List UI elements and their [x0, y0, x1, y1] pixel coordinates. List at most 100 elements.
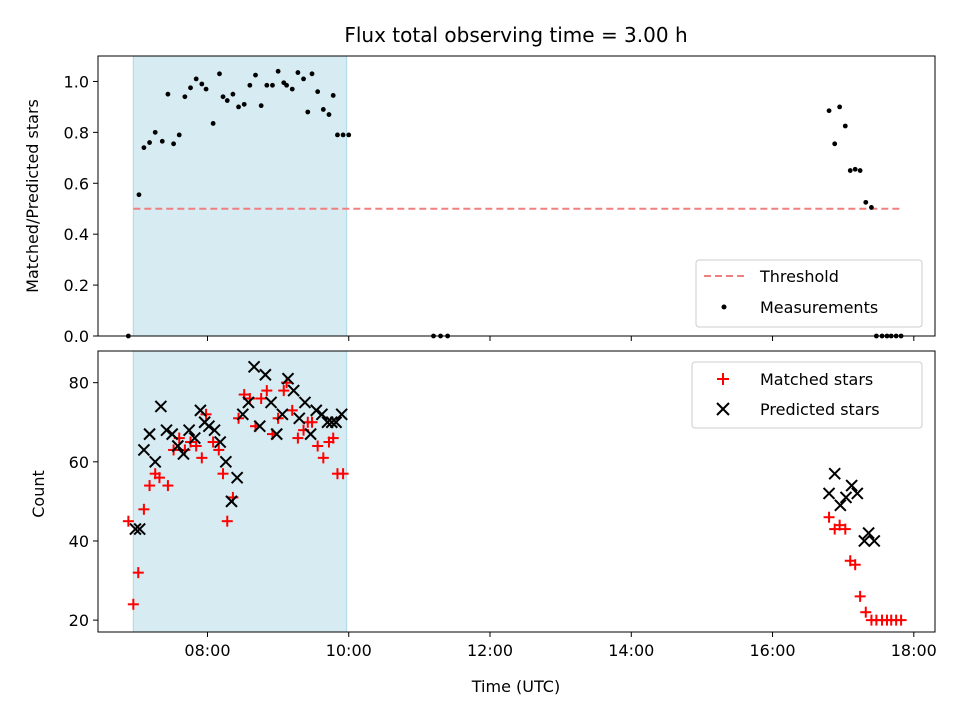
top-series-layer [125, 68, 904, 339]
matched-star-point [127, 598, 139, 610]
measurement-point [857, 168, 863, 173]
measurement-point [171, 141, 176, 147]
legend-predicted-label: Predicted stars [760, 400, 880, 419]
chart-title: Flux total observing time = 3.00 h [344, 23, 687, 47]
x-tick-label: 18:00 [891, 641, 937, 660]
predicted-star-point [270, 427, 283, 441]
matched-star-point [213, 444, 225, 456]
predicted-star-point [154, 400, 168, 413]
predicted-star-point [253, 419, 266, 433]
x-axis-label: Time (UTC) [471, 677, 560, 696]
measurement-point [253, 72, 258, 78]
measurement-point [832, 141, 838, 147]
predicted-star-point [137, 443, 151, 457]
matched-star-point [312, 440, 324, 452]
predicted-star-point [143, 427, 156, 441]
top-legend-box [695, 259, 923, 328]
measurement-point [188, 85, 193, 91]
predicted-star-point [133, 522, 146, 536]
predicted-star-point [281, 372, 295, 385]
measurement-point [258, 103, 264, 109]
measurement-point [236, 104, 241, 110]
legend-threshold-label: Threshold [759, 267, 839, 286]
top-x-ticks [206, 336, 915, 341]
predicted-star-point [177, 447, 190, 461]
matched-star-point [162, 480, 174, 492]
predicted-star-point [171, 439, 185, 453]
measurement-point [826, 108, 832, 114]
y-tick-label: 20 [69, 611, 89, 630]
measurement-point [270, 82, 275, 88]
predicted-star-point [828, 467, 841, 480]
measurement-point [863, 199, 869, 205]
predicted-star-point [259, 368, 272, 381]
x-tick-label: 16:00 [749, 641, 795, 660]
predicted-star-point [129, 522, 142, 536]
measurement-point [847, 168, 853, 173]
predicted-star-point [276, 408, 289, 421]
measurement-point [247, 82, 253, 88]
measurement-point [147, 140, 152, 145]
y-tick-label: 0.8 [64, 123, 89, 142]
x-tick-label: 10:00 [326, 641, 372, 660]
y-tick-label: 0.4 [64, 225, 89, 244]
measurement-point [295, 70, 301, 75]
predicted-star-point [310, 404, 323, 417]
predicted-star-point [188, 431, 201, 445]
predicted-star-point [165, 427, 179, 441]
predicted-star-point [213, 435, 227, 449]
predicted-star-point [287, 384, 300, 397]
predicted-star-point [858, 534, 871, 548]
predicted-star-point [182, 423, 196, 437]
matched-star-point [261, 385, 273, 397]
measurement-point [193, 76, 199, 82]
measurement-point [301, 76, 306, 82]
matched-star-point [144, 480, 156, 492]
predicted-star-point [851, 487, 864, 500]
matched-star-point [207, 436, 219, 448]
bottom-axes-frame [97, 350, 936, 633]
measurement-point [230, 91, 236, 97]
measurement-point [346, 132, 352, 138]
legend-measurements-swatch [721, 304, 727, 310]
measurement-point [176, 132, 182, 138]
measurement-point [320, 107, 326, 112]
matched-star-point [153, 472, 165, 484]
measurement-point [275, 68, 281, 74]
observing-window-bottom [132, 350, 348, 633]
matched-star-point [327, 432, 339, 444]
measurement-point [210, 121, 216, 126]
predicted-star-point [834, 499, 847, 512]
matched-star-point [196, 452, 208, 464]
predicted-star-point [247, 360, 261, 374]
predicted-star-point [845, 479, 858, 492]
measurement-point [182, 94, 188, 100]
measurement-point [136, 192, 142, 198]
predicted-star-point [862, 526, 875, 540]
predicted-star-point [194, 404, 207, 417]
matched-star-point [839, 523, 851, 535]
predicted-star-point [149, 455, 162, 469]
matched-star-point [221, 515, 233, 527]
predicted-star-point [839, 491, 853, 504]
matched-star-point [306, 416, 318, 428]
predicted-star-point [219, 455, 233, 469]
measurement-point [309, 71, 315, 77]
measurement-point [842, 123, 848, 129]
bottom-y-ticks: 20 40 60 80 [69, 374, 98, 630]
x-tick-label: 08:00 [184, 641, 230, 660]
top-legend: Threshold Measurements [695, 259, 923, 328]
top-axes-frame [97, 55, 936, 337]
measurement-point [326, 112, 332, 117]
matched-star-point [132, 567, 144, 579]
measurement-point [837, 104, 843, 110]
predicted-star-point [230, 471, 244, 484]
y-tick-label: 0.2 [64, 276, 89, 295]
predicted-star-point [202, 419, 216, 433]
y-tick-label: 0.0 [64, 327, 89, 346]
predicted-star-point [822, 487, 836, 500]
observing-window-top [132, 55, 348, 337]
measurement-point [203, 86, 209, 92]
